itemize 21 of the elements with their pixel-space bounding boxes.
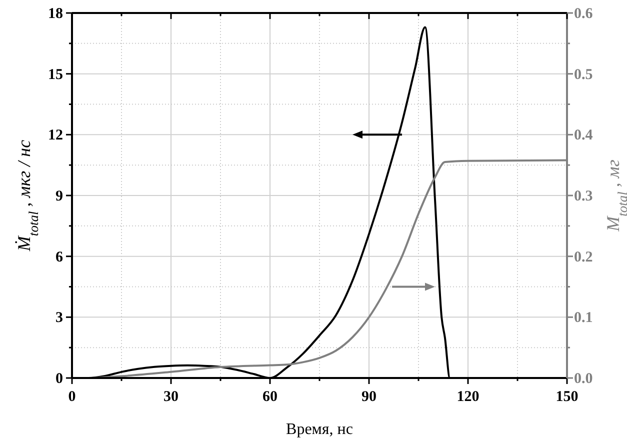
x-tick-label: 60 — [262, 389, 278, 405]
y2-tick-label: 0.4 — [574, 128, 594, 144]
x-tick-label: 30 — [164, 389, 178, 405]
y-tick-label: 9 — [56, 188, 63, 204]
y-tick-label: 12 — [48, 128, 63, 144]
y2-tick-label: 0.3 — [574, 188, 593, 204]
y2-tick-label: 0.0 — [574, 371, 593, 387]
x-tick-label: 0 — [68, 389, 76, 405]
y2-tick-label: 0.6 — [574, 6, 594, 22]
y2-tick-label: 0.2 — [574, 249, 593, 266]
y-tick-label: 3 — [56, 310, 63, 326]
y-tick-label: 15 — [48, 66, 63, 83]
y-tick-label: 0 — [56, 371, 63, 387]
y2-tick-label: 0.5 — [574, 66, 593, 83]
x-tick-label: 90 — [362, 389, 376, 405]
x-tick-label: 150 — [556, 389, 578, 405]
y-tick-label: 18 — [48, 6, 63, 22]
x-axis-title: Время, нс — [286, 421, 353, 438]
y-tick-label: 6 — [56, 249, 64, 266]
x-tick-label: 120 — [456, 389, 480, 405]
y2-tick-label: 0.1 — [574, 310, 593, 326]
